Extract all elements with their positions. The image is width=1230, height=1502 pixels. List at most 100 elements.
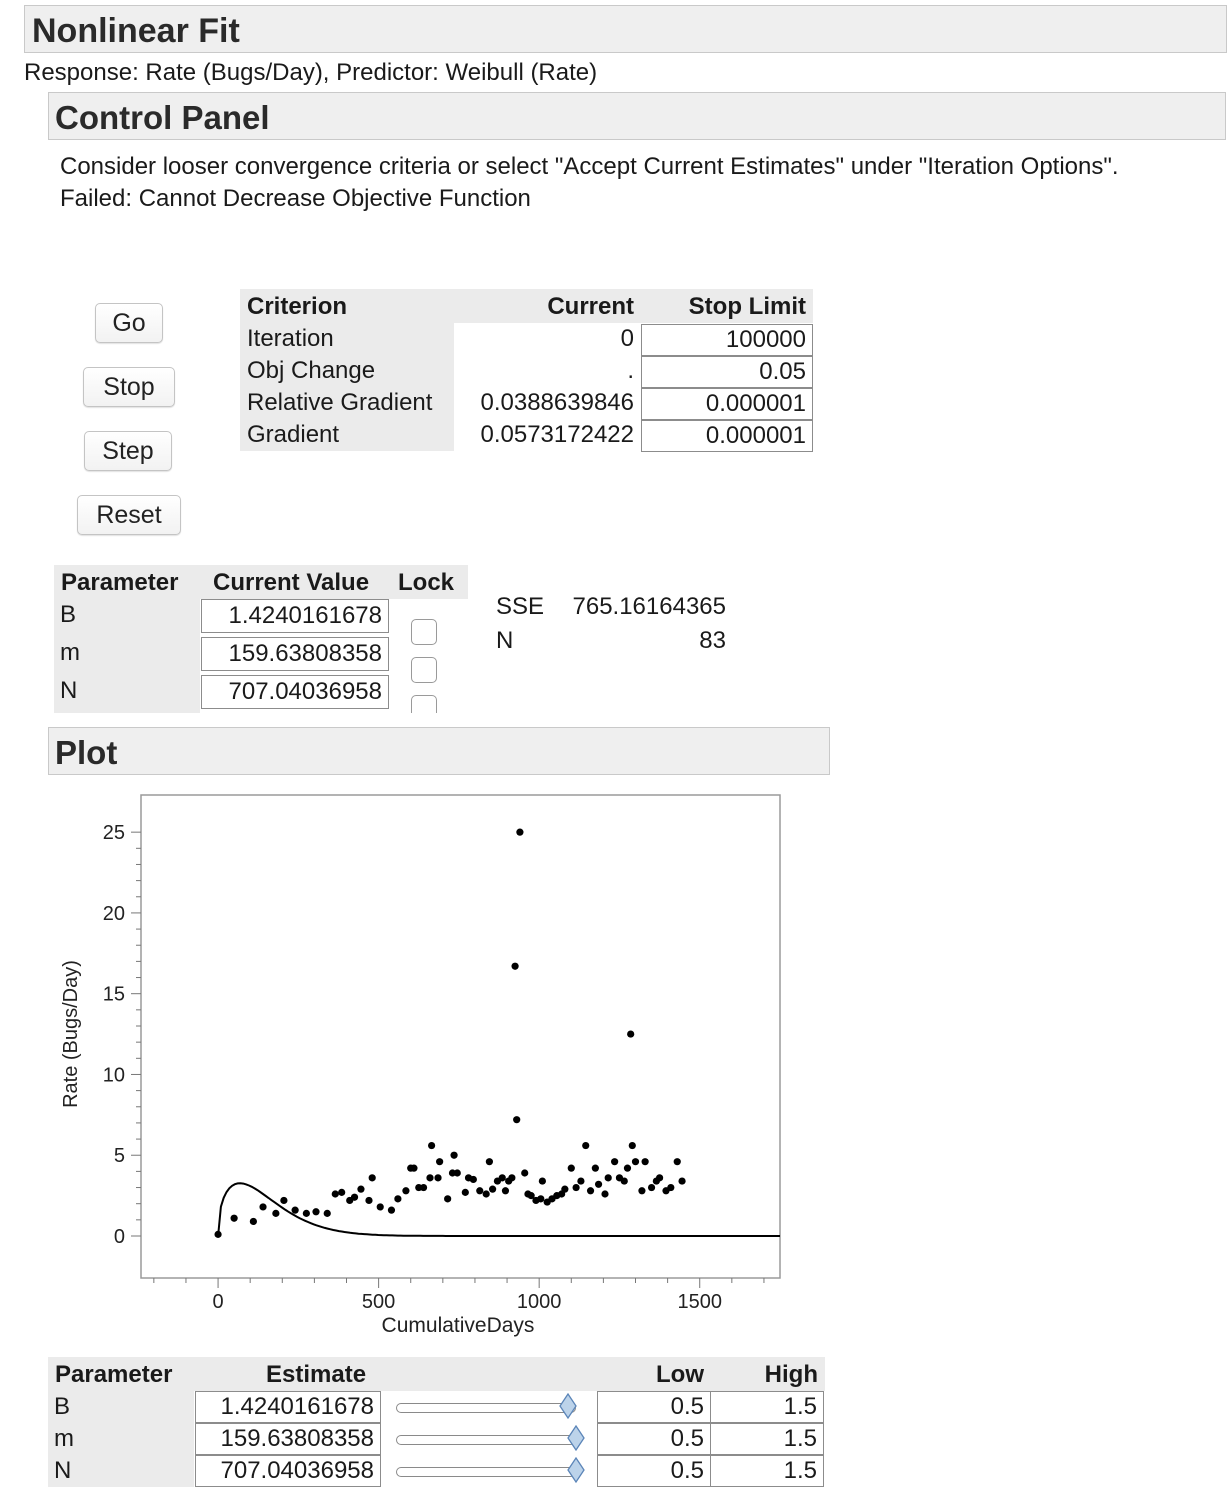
x-tick-label: 500 [362,1291,395,1313]
plot-title: Plot [55,734,118,771]
lock-header: Lock [398,569,455,596]
y-axis-label: Rate (Bugs/Day) [60,960,82,1108]
report-title: Nonlinear Fit [32,12,240,50]
data-point [582,1141,590,1150]
slider-thumb[interactable] [567,1425,585,1451]
estimate-slider[interactable] [396,1457,586,1483]
data-point [426,1174,434,1182]
criterion-current: 0.0573172422 [480,421,635,448]
y-tick-label: 25 [103,822,125,844]
go-button[interactable]: Go [95,303,163,343]
stop-button[interactable]: Stop [83,367,175,407]
report-title-bar[interactable]: Nonlinear Fit [24,5,1227,53]
criterion-current: . [627,357,634,384]
stop-limit-field[interactable]: 0.000001 [641,388,813,420]
stop-limit-field[interactable]: 0.000001 [641,420,813,452]
data-point [543,1198,551,1206]
step-button[interactable]: Step [84,431,172,471]
lock-checkbox[interactable] [411,619,437,645]
data-point [524,1190,532,1198]
data-point [450,1151,458,1159]
parameter-value-field[interactable]: 707.04036958 [201,675,389,709]
data-point [436,1158,444,1166]
estimate-parameter-name: m [54,1425,74,1452]
stop-limit-field[interactable]: 100000 [641,324,813,356]
estimate-slider[interactable] [396,1425,586,1451]
estimate-slider[interactable] [396,1393,586,1419]
x-axis-label: CumulativeDays [382,1314,535,1337]
criterion-header-bg [240,289,813,323]
reset-button[interactable]: Reset [77,495,181,535]
estimate-field[interactable]: 159.63808358 [195,1423,381,1455]
y-tick-label: 5 [114,1145,125,1167]
data-point [323,1209,331,1217]
report-subtitle: Response: Rate (Bugs/Day), Predictor: We… [24,59,598,86]
data-point [444,1195,452,1203]
data-point [498,1174,506,1182]
data-point [561,1185,569,1193]
data-point [647,1183,656,1192]
plot-frame [140,794,781,1279]
data-point [368,1174,376,1182]
data-point [331,1190,339,1198]
data-point [678,1177,686,1185]
data-point [513,1116,521,1124]
criterion-current: 0 [620,325,634,352]
data-point [655,1174,664,1182]
data-point [272,1209,280,1217]
data-point [505,1177,513,1185]
criterion-header: Criterion [247,293,348,320]
data-point [280,1196,288,1205]
slider-thumb[interactable] [558,1393,577,1419]
data-point [638,1187,646,1195]
slider-thumb[interactable] [567,1457,585,1483]
data-points [214,828,686,1238]
slider-track [396,1403,576,1413]
data-point [553,1192,561,1200]
data-point [628,1141,636,1150]
parameter-value-field[interactable]: 159.63808358 [201,637,389,671]
data-point [516,828,524,836]
data-point [662,1187,670,1195]
plot-header[interactable]: Plot [48,727,830,775]
criterion-column-bg [240,323,454,451]
high-field[interactable]: 1.5 [710,1391,824,1423]
data-point [461,1188,469,1196]
convergence-message: Consider looser convergence criteria or … [60,153,1119,180]
data-point [469,1175,477,1184]
estimate-field[interactable]: 1.4240161678 [195,1391,381,1423]
data-point [558,1190,566,1198]
x-tick-label: 0 [213,1291,224,1313]
low-field[interactable]: 0.5 [597,1391,711,1423]
low-header: Low [656,1361,704,1388]
criterion-name: Obj Change [247,357,376,384]
data-point [538,1177,546,1185]
data-point [230,1214,238,1222]
data-point [489,1185,497,1193]
stop-limit-field[interactable]: 0.05 [641,356,813,388]
data-point [652,1177,660,1185]
data-point [249,1217,257,1226]
parameter-name: m [60,639,80,666]
lock-checkbox[interactable] [411,657,437,683]
high-field[interactable]: 1.5 [710,1455,824,1487]
data-point [453,1169,461,1177]
data-point [214,1230,222,1238]
data-point [312,1208,320,1216]
data-point [521,1169,529,1177]
data-point [623,1164,632,1172]
low-field[interactable]: 0.5 [597,1423,711,1455]
high-field[interactable]: 1.5 [710,1423,824,1455]
data-point [611,1158,619,1166]
data-point [601,1190,609,1198]
lock-checkbox[interactable] [411,695,437,713]
control-panel-header[interactable]: Control Panel [48,92,1226,140]
estimate-field[interactable]: 707.04036958 [195,1455,381,1487]
data-point [615,1174,624,1182]
parameter-value-field[interactable]: 1.4240161678 [201,599,389,633]
low-field[interactable]: 0.5 [597,1455,711,1487]
fit-curve [217,1182,780,1237]
data-point [577,1177,585,1185]
lock-checkbox-clipped[interactable] [411,695,437,713]
y-tick-label: 20 [103,903,125,925]
